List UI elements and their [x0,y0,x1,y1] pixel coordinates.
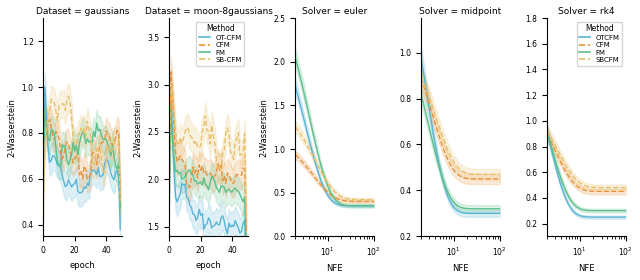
Y-axis label: 2-Wasserstein: 2-Wasserstein [133,98,142,157]
Title: Dataset = moon-8gaussians: Dataset = moon-8gaussians [145,7,273,16]
X-axis label: epoch: epoch [70,261,95,270]
Title: Solver = rk4: Solver = rk4 [558,7,615,16]
X-axis label: NFE: NFE [452,264,468,273]
Y-axis label: 2-Wasserstein: 2-Wasserstein [7,98,16,157]
Legend: OT-CFM, CFM, FM, SB-CFM: OT-CFM, CFM, FM, SB-CFM [196,22,244,66]
Y-axis label: 2-Wasserstein: 2-Wasserstein [259,98,268,157]
X-axis label: NFE: NFE [578,264,595,273]
X-axis label: NFE: NFE [326,264,343,273]
X-axis label: epoch: epoch [196,261,221,270]
Title: Solver = euler: Solver = euler [302,7,367,16]
Title: Dataset = gaussians: Dataset = gaussians [36,7,129,16]
Legend: OTCFM, CFM, FM, SBCFM: OTCFM, CFM, FM, SBCFM [577,22,622,66]
Title: Solver = midpoint: Solver = midpoint [419,7,502,16]
